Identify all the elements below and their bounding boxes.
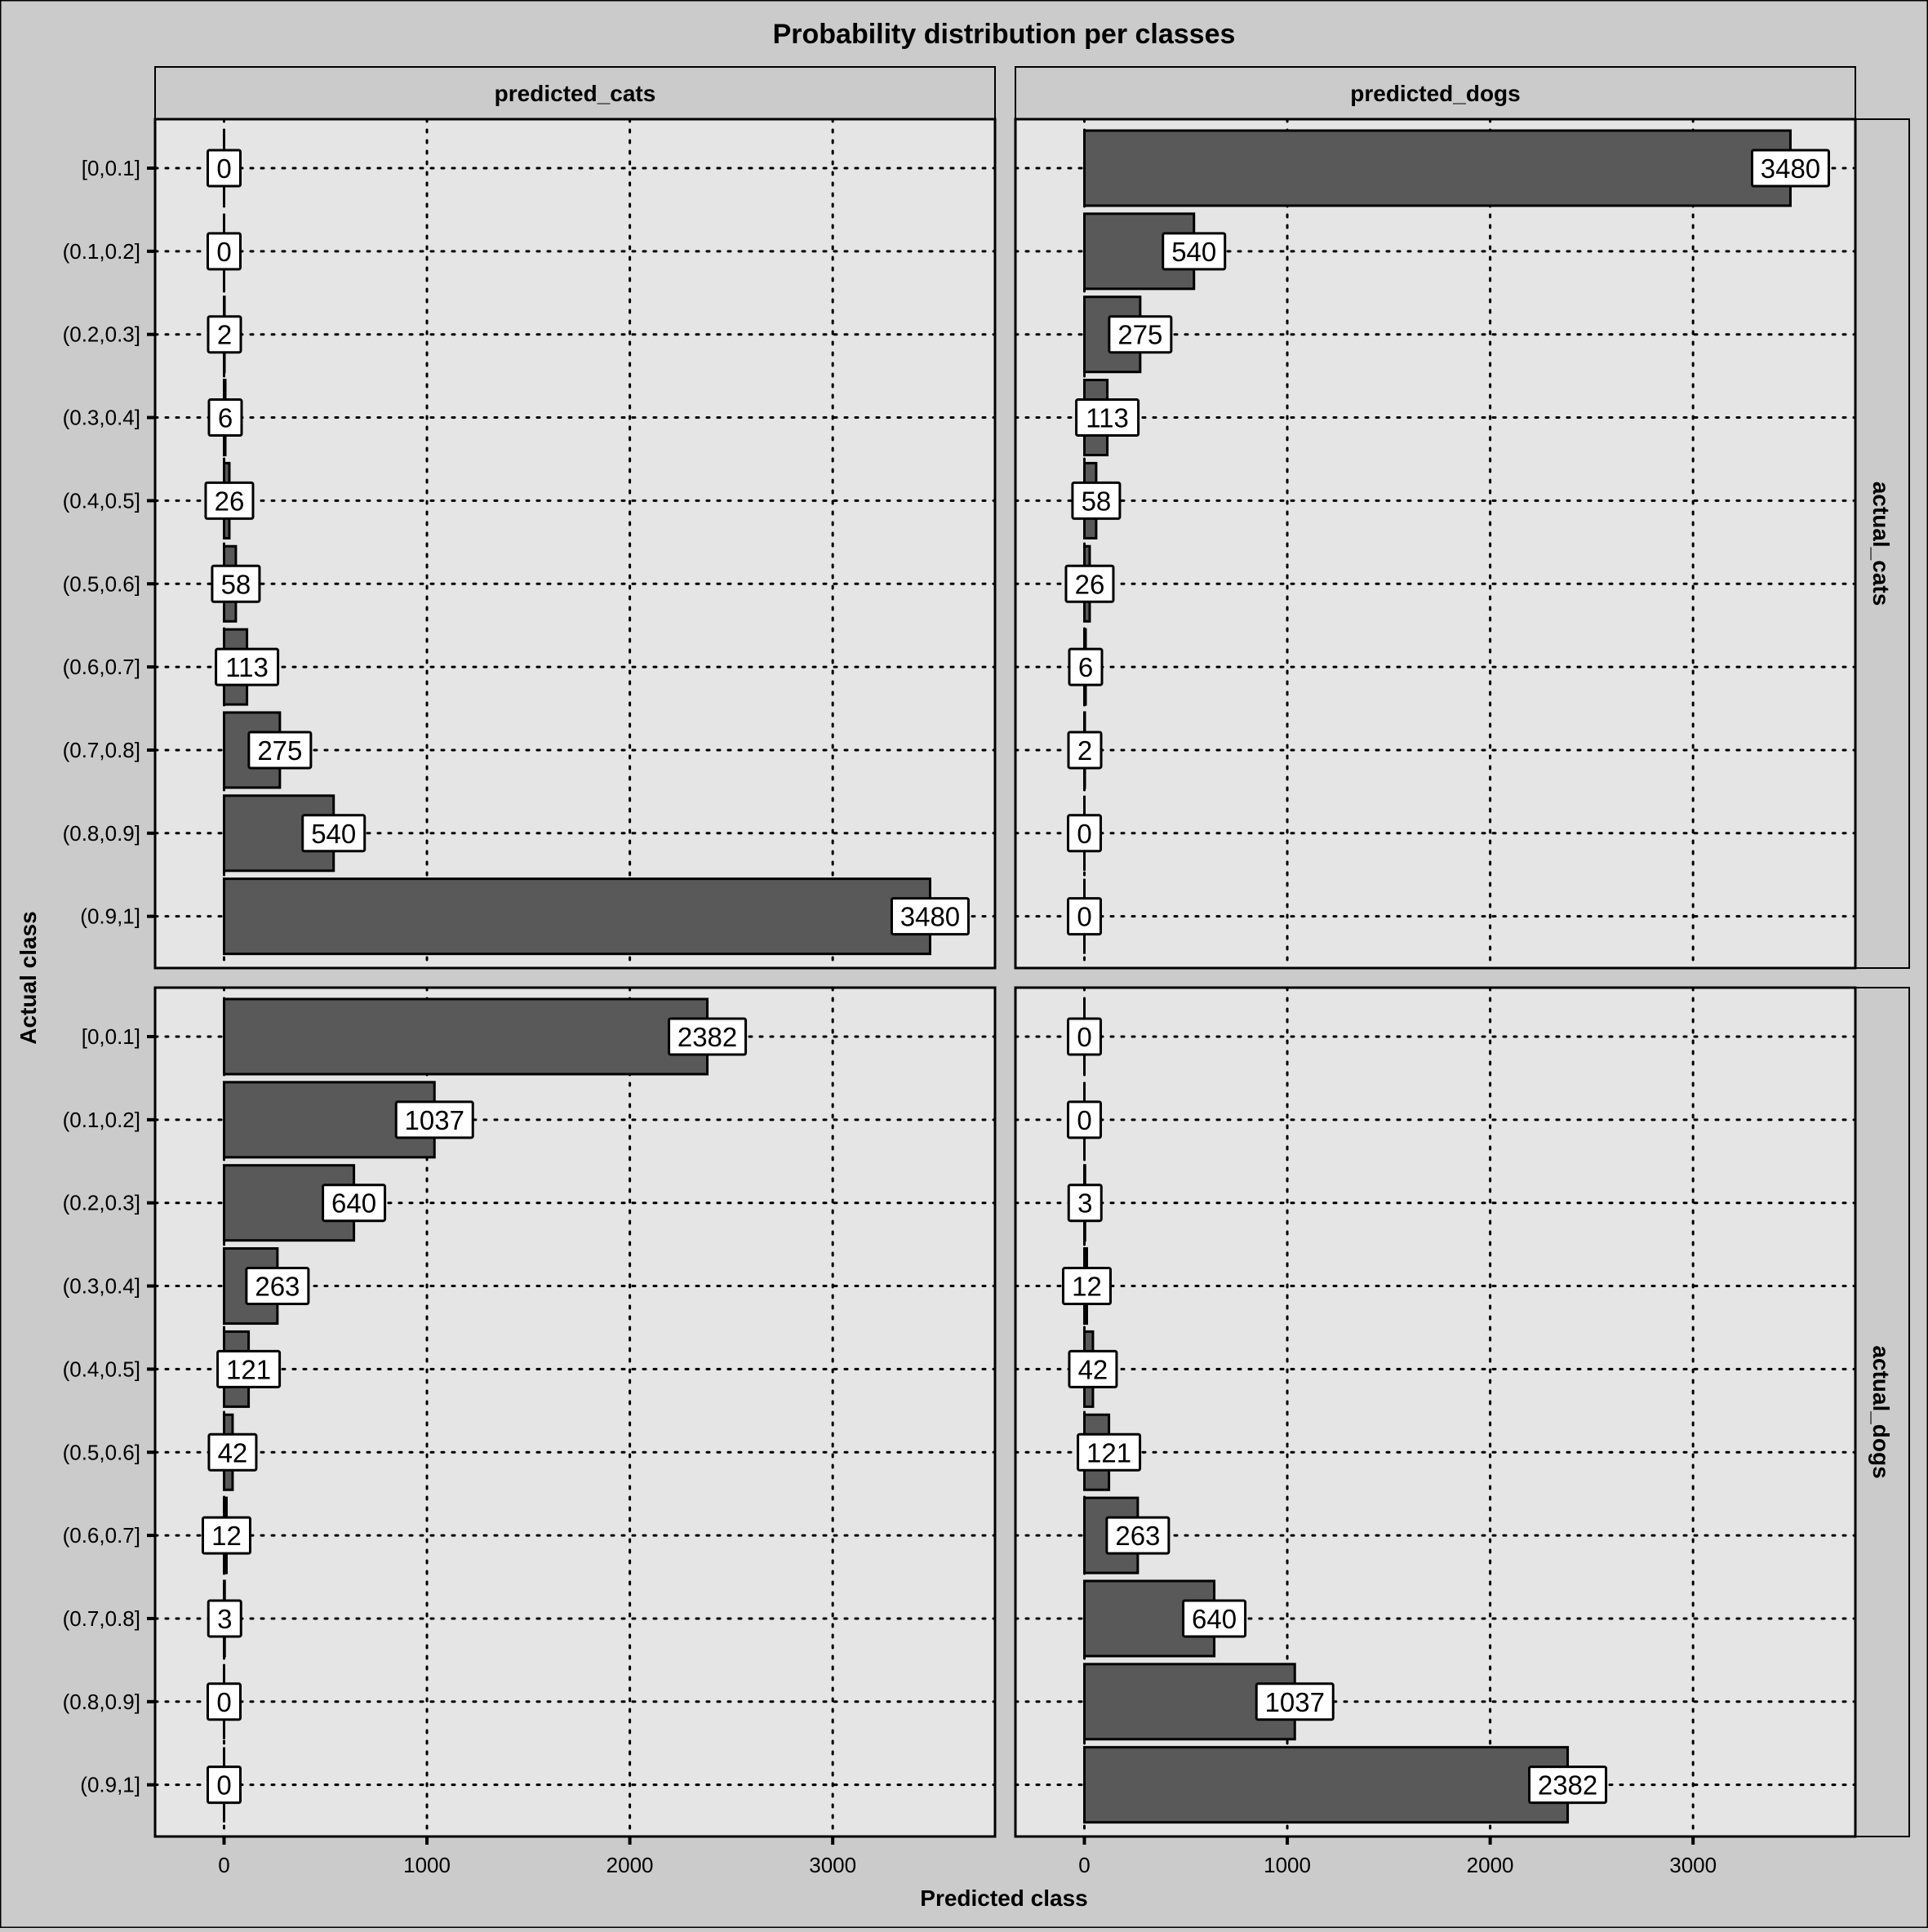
data-label: 1037	[405, 1105, 464, 1135]
data-label: 0	[1077, 819, 1091, 849]
data-label: 121	[1086, 1437, 1131, 1468]
bar	[224, 999, 708, 1074]
data-label: 3	[1077, 1188, 1092, 1219]
y-tick-label: (0.5,0.6]	[63, 1440, 140, 1464]
panel-actual_cats-predicted_dogs: 3480 540 275 113 58 26 6 2 0 0	[1015, 119, 1855, 968]
y-tick-label: (0.4,0.5]	[63, 488, 140, 513]
y-tick-label: (0.1,0.2]	[63, 239, 140, 264]
data-label: 263	[1115, 1521, 1160, 1551]
data-label: 121	[226, 1354, 271, 1384]
data-label: 0	[1077, 1105, 1091, 1135]
data-label: 26	[215, 486, 245, 516]
facet-strip-label-predicted_cats: predicted_cats	[495, 81, 656, 106]
facet-strip-label-actual_cats: actual_cats	[1868, 482, 1894, 606]
y-tick-label: (0.3,0.4]	[63, 1274, 140, 1299]
data-label: 42	[218, 1437, 248, 1468]
data-label: 0	[216, 1687, 231, 1717]
data-label: 42	[1078, 1354, 1108, 1384]
y-axis-label: Actual class	[16, 911, 41, 1044]
y-tick-label: [0,0.1]	[82, 156, 140, 180]
data-label: 0	[216, 153, 231, 184]
data-label: 0	[216, 237, 231, 267]
y-tick-label: (0.2,0.3]	[63, 1191, 140, 1215]
chart-title: Probability distribution per classes	[773, 19, 1236, 50]
x-tick-label: 2000	[1467, 1853, 1514, 1877]
y-tick-label: (0.5,0.6]	[63, 571, 140, 596]
y-tick-label: (0.3,0.4]	[63, 406, 140, 430]
data-label: 275	[1117, 320, 1162, 350]
data-label: 275	[257, 735, 302, 766]
y-tick-label: (0.7,0.8]	[63, 738, 140, 762]
data-label: 2	[1077, 735, 1092, 766]
x-tick-label: 2000	[606, 1853, 654, 1877]
y-tick-label: (0.8,0.9]	[63, 1690, 140, 1714]
data-label: 640	[1192, 1604, 1237, 1634]
x-tick-label: 1000	[1264, 1853, 1311, 1877]
panel-actual_cats-predicted_cats: 002626581132755403480[0,0.1](0.1,0.2](0.…	[63, 119, 995, 968]
data-label: 6	[218, 403, 233, 433]
data-label: 0	[1077, 902, 1091, 932]
y-tick-label: (0.6,0.7]	[63, 655, 140, 679]
data-label: 113	[1086, 403, 1129, 433]
data-label: 263	[255, 1272, 300, 1302]
y-tick-label: (0.7,0.8]	[63, 1606, 140, 1631]
x-tick-label: 1000	[403, 1853, 451, 1877]
data-label: 3	[217, 1604, 232, 1634]
data-label: 12	[211, 1521, 242, 1551]
y-tick-label: (0.1,0.2]	[63, 1108, 140, 1132]
data-label: 0	[216, 1770, 231, 1801]
x-tick-label: 0	[1078, 1853, 1090, 1877]
data-label: 2382	[677, 1022, 737, 1052]
panel-actual_dogs-predicted_dogs: 0 0 3 12 42 121 263 640 1037 2382 0 1000 2000 3000	[1015, 988, 1855, 1877]
x-tick-label: 0	[218, 1853, 229, 1877]
bar	[1085, 1748, 1568, 1823]
data-label: 0	[1077, 1022, 1091, 1052]
y-tick-label: (0.8,0.9]	[63, 821, 140, 846]
data-label: 12	[1072, 1272, 1102, 1302]
x-tick-label: 3000	[809, 1853, 856, 1877]
y-tick-label: (0.9,1]	[80, 1773, 140, 1797]
data-label: 640	[331, 1188, 376, 1219]
y-tick-label: (0.4,0.5]	[63, 1357, 140, 1381]
data-label: 26	[1075, 569, 1105, 599]
data-label: 58	[221, 569, 251, 599]
y-tick-label: (0.9,1]	[80, 904, 140, 929]
data-label: 3480	[900, 902, 960, 932]
y-tick-label: (0.6,0.7]	[63, 1523, 140, 1548]
x-axis-label: Predicted class	[920, 1885, 1087, 1911]
data-label: 6	[1078, 652, 1093, 682]
data-label: 58	[1082, 486, 1112, 516]
facet-strip-label-actual_dogs: actual_dogs	[1868, 1345, 1894, 1478]
data-label: 2	[217, 320, 232, 350]
data-label: 3480	[1761, 153, 1820, 184]
panel-actual_dogs-predicted_cats: 2382 1037 640 263 121 42 12 3 0 0 [0,0.1] (0.1,0.2]…	[63, 988, 995, 1877]
data-label: 540	[1171, 237, 1216, 267]
data-label: 540	[311, 819, 356, 849]
bar	[224, 879, 931, 954]
x-tick-label: 3000	[1669, 1853, 1717, 1877]
bar	[1085, 131, 1791, 206]
y-tick-label: (0.2,0.3]	[63, 322, 140, 347]
data-label: 1037	[1265, 1687, 1325, 1717]
data-label: 113	[225, 652, 269, 682]
y-tick-label: [0,0.1]	[82, 1024, 140, 1049]
data-label: 2382	[1538, 1770, 1597, 1801]
facet-strip-label-predicted_dogs: predicted_dogs	[1350, 81, 1520, 106]
